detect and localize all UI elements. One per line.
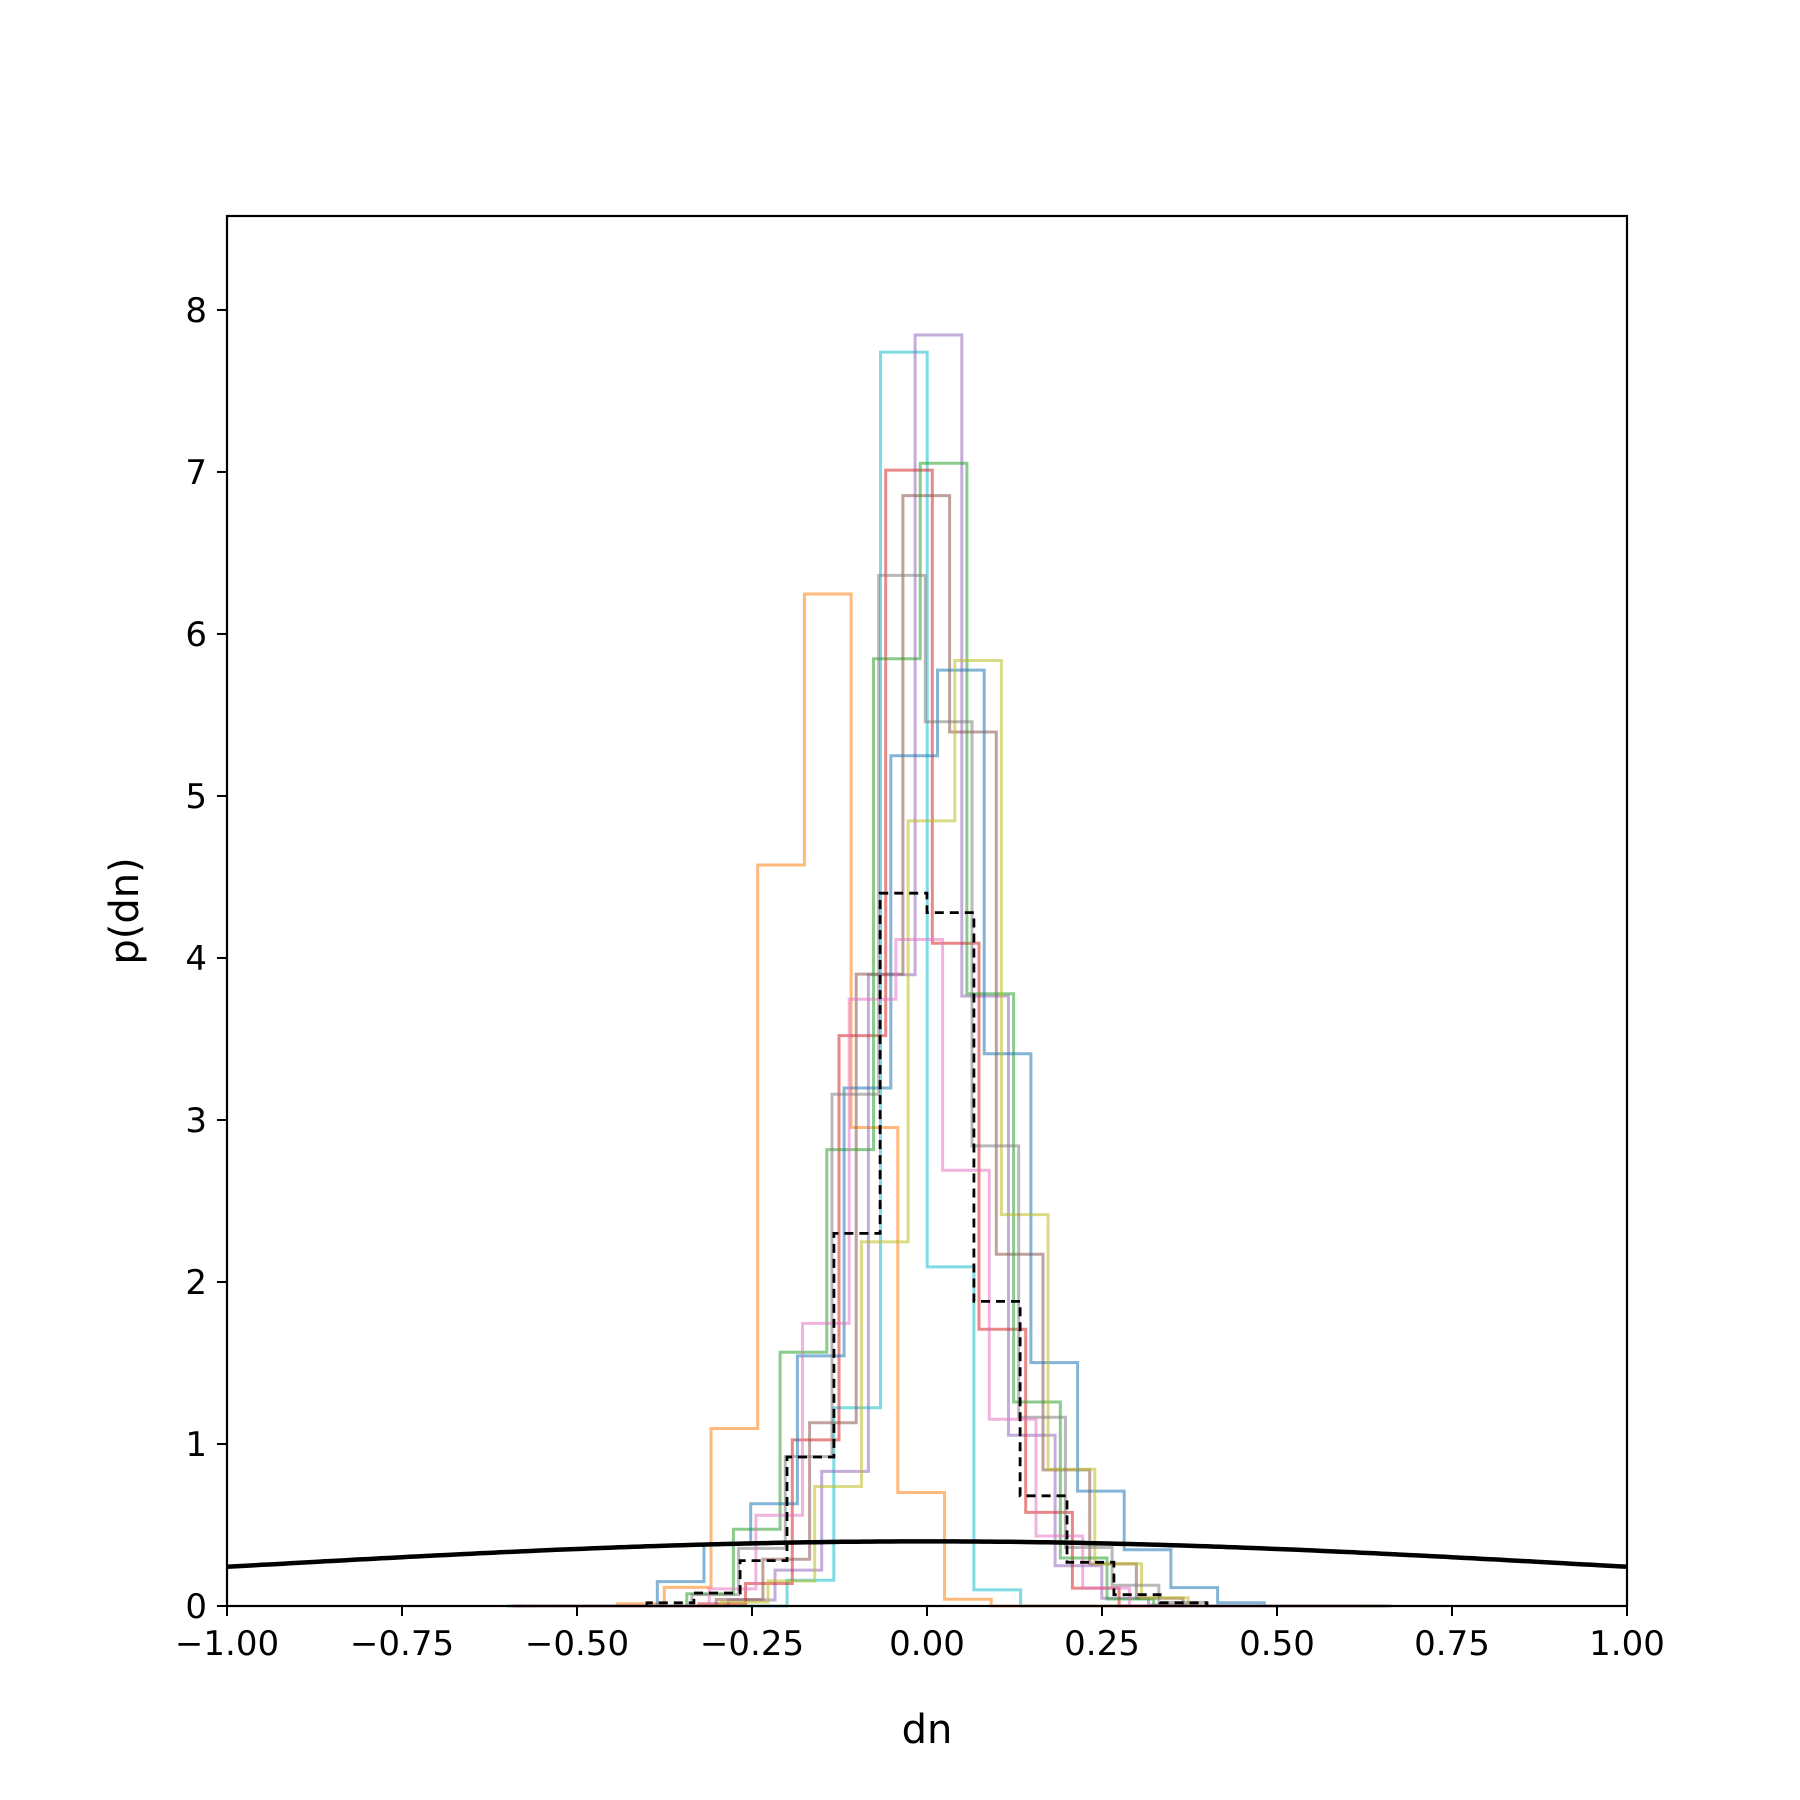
histogram-series-4 bbox=[512, 468, 1353, 1608]
x-tick-label: 0.25 bbox=[1064, 1624, 1140, 1664]
x-tick-label: 1.00 bbox=[1589, 1624, 1665, 1664]
x-tick-label: −1.00 bbox=[175, 1624, 279, 1664]
x-axis-ticks: −1.00 −0.75 −0.50 −0.25 0.00 0.25 0.50 0.75 1.00 bbox=[175, 1606, 1665, 1664]
histogram-series-7 bbox=[517, 668, 1358, 1608]
histogram-series-6 bbox=[546, 461, 1388, 1608]
y-tick-label: 8 bbox=[185, 291, 207, 331]
histogram-series-1 bbox=[507, 350, 1348, 1608]
histogram-series-10 bbox=[522, 938, 1363, 1608]
x-axis-label: dn bbox=[902, 1707, 953, 1753]
x-tick-label: −0.25 bbox=[700, 1624, 804, 1664]
dashed-histogram bbox=[645, 891, 1209, 1606]
y-tick-label: 2 bbox=[185, 1263, 207, 1303]
histogram-series-8 bbox=[534, 659, 1375, 1608]
x-tick-label: −0.75 bbox=[350, 1624, 454, 1664]
histogram-series-2 bbox=[524, 592, 1365, 1608]
x-tick-label: 0.00 bbox=[889, 1624, 965, 1664]
y-tick-label: 0 bbox=[185, 1587, 207, 1627]
dashed-histogram-layer bbox=[645, 891, 1209, 1606]
x-tick-label: 0.50 bbox=[1239, 1624, 1315, 1664]
histogram-series-5 bbox=[529, 494, 1370, 1608]
gaussian-curve-layer bbox=[226, 1539, 1628, 1570]
y-tick-label: 4 bbox=[185, 939, 207, 979]
y-tick-label: 5 bbox=[185, 777, 207, 817]
y-tick-label: 1 bbox=[185, 1425, 207, 1465]
y-axis-ticks: 0 1 2 3 4 5 6 7 8 bbox=[185, 291, 227, 1627]
x-tick-label: −0.50 bbox=[525, 1624, 629, 1664]
histogram-series-3 bbox=[541, 333, 1382, 1608]
histogram-layer bbox=[507, 333, 1393, 1608]
histogram-series-9 bbox=[551, 573, 1393, 1608]
y-tick-label: 3 bbox=[185, 1101, 207, 1141]
gaussian-curve bbox=[226, 1539, 1628, 1570]
x-tick-label: 0.75 bbox=[1414, 1624, 1490, 1664]
y-tick-label: 6 bbox=[185, 615, 207, 655]
y-axis-label: p(dn) bbox=[102, 857, 148, 964]
y-tick-label: 7 bbox=[185, 453, 207, 493]
